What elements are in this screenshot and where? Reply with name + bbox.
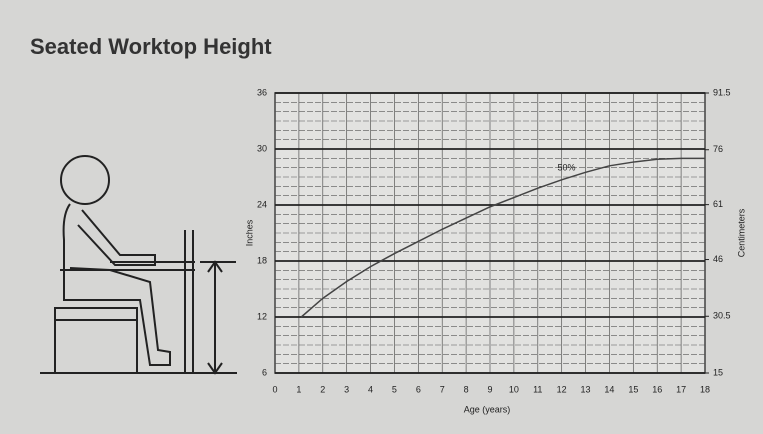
- y2-tick-label: 61: [713, 199, 723, 209]
- y-tick-label: 12: [257, 311, 267, 321]
- y2-tick-label: 15: [713, 367, 723, 377]
- x-tick-label: 5: [392, 384, 397, 394]
- x-tick-label: 7: [440, 384, 445, 394]
- y-tick-label: 24: [257, 199, 267, 209]
- x-tick-label: 8: [464, 384, 469, 394]
- y2-tick-label: 91.5: [713, 87, 731, 97]
- y2-tick-label: 76: [713, 144, 723, 154]
- y-tick-label: 6: [262, 367, 267, 377]
- x-tick-label: 2: [320, 384, 325, 394]
- x-tick-label: 13: [581, 384, 591, 394]
- y2-axis-label: Centimeters: [736, 208, 746, 257]
- x-tick-label: 11: [533, 384, 542, 394]
- x-tick-label: 16: [652, 384, 662, 394]
- x-axis-label: Age (years): [464, 404, 511, 414]
- x-tick-label: 9: [487, 384, 492, 394]
- chart-title: Seated Worktop Height: [30, 34, 272, 59]
- x-tick-label: 1: [296, 384, 301, 394]
- y-tick-label: 36: [257, 87, 267, 97]
- x-tick-label: 3: [344, 384, 349, 394]
- x-tick-label: 0: [272, 384, 277, 394]
- x-tick-label: 6: [416, 384, 421, 394]
- y-axis-label: Inches: [244, 219, 254, 246]
- x-tick-label: 18: [700, 384, 710, 394]
- y2-tick-label: 30.5: [713, 311, 731, 321]
- line: [300, 157, 705, 318]
- y2-tick-label: 46: [713, 254, 723, 264]
- seated-figure: [40, 155, 237, 375]
- x-tick-label: 12: [557, 384, 567, 394]
- x-tick-label: 10: [509, 384, 519, 394]
- x-tick-label: 4: [368, 384, 373, 394]
- x-tick-label: 14: [604, 384, 614, 394]
- x-tick-label: 17: [676, 384, 686, 394]
- y-tick-label: 18: [257, 255, 267, 265]
- x-tick-label: 15: [628, 384, 638, 394]
- series-label: 50%: [558, 163, 576, 173]
- y-tick-label: 30: [257, 143, 267, 153]
